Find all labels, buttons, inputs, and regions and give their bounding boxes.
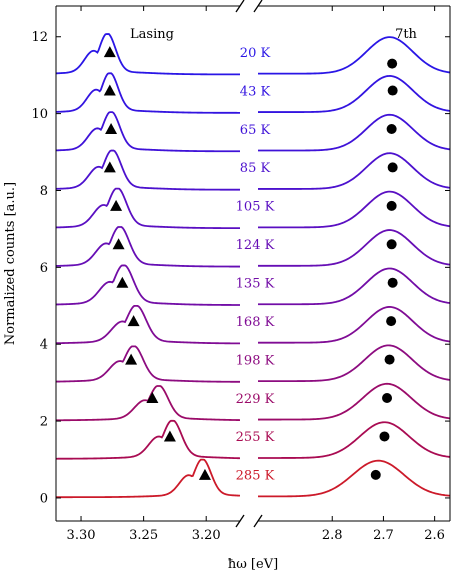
- series-lasing-line-11: [56, 458, 241, 499]
- 7th-peak-marker-0: [387, 58, 398, 69]
- 7th-peak-marker-3: [387, 162, 398, 173]
- temperature-label-7: 168 K: [236, 315, 275, 330]
- lasing-peak-marker-8: [125, 353, 138, 365]
- 7th-peak-marker-9: [382, 393, 393, 404]
- 7th-peak-marker-8: [384, 354, 395, 365]
- 7th-peak-marker-5: [386, 239, 397, 250]
- annotation-7th: 7th: [395, 27, 417, 42]
- lasing-peak-marker-0: [103, 46, 116, 58]
- series-lasing-line-2: [55, 111, 240, 153]
- series-lasing-line-6: [55, 264, 241, 306]
- 7th-peak-marker-6: [387, 277, 398, 288]
- temperature-label-9: 229 K: [236, 392, 275, 407]
- lasing-peak-marker-6: [116, 276, 129, 288]
- axis-break-mark-1: [235, 514, 245, 528]
- series-lasing-line-10: [56, 419, 241, 460]
- lasing-peak-marker-1: [103, 84, 116, 96]
- temperature-label-3: 85 K: [240, 161, 271, 176]
- axis-break-mark-3: [253, 514, 263, 528]
- axis-break-mark-0: [235, 0, 245, 13]
- series-7th-line-5: [258, 229, 451, 267]
- axes: 0 2 4 6 8 10 12 3.30 3.25 3.20 2.8 2.7 2.6: [31, 0, 451, 543]
- x-tick-label-1-2: 2.6: [424, 528, 445, 543]
- series-lasing-line-5: [55, 226, 240, 268]
- series-lasing-line-7: [55, 305, 241, 345]
- series-lasing-line-0: [55, 33, 241, 76]
- series-lasing-line-1: [55, 72, 240, 114]
- temperature-label-2: 65 K: [240, 123, 271, 138]
- 7th-peak-marker-7: [386, 316, 397, 327]
- lasing-peak-marker-4: [110, 199, 123, 211]
- plot-area: 20 K 43 K 65 K 85 K 105 K 124 K 135 K 168 K 198 …: [55, 33, 451, 499]
- y-tick-label-3: 6: [40, 261, 48, 276]
- x-axis-label: ħω [eV]: [228, 557, 278, 572]
- series-7th-line-10: [258, 421, 451, 459]
- series-lasing-line-9: [56, 385, 241, 422]
- series-lasing-line-8: [55, 345, 240, 383]
- series-7th-line-4: [258, 190, 451, 229]
- 7th-peak-marker-11: [370, 469, 381, 480]
- x-tick-label-1-0: 2.8: [322, 528, 343, 543]
- x-tick-label-0-0: 3.30: [67, 528, 96, 543]
- series-lasing-line-3: [55, 149, 240, 191]
- 7th-peak-marker-10: [379, 431, 390, 442]
- y-tick-label-4: 8: [40, 184, 48, 199]
- x-tick-label-1-1: 2.7: [373, 528, 394, 543]
- x-tick-label-0-1: 3.25: [129, 528, 158, 543]
- temperature-label-4: 105 K: [236, 200, 275, 215]
- series-7th-line-9: [258, 382, 451, 421]
- 7th-peak-marker-1: [387, 85, 398, 96]
- lasing-peak-marker-7: [127, 315, 140, 327]
- temperature-label-11: 285 K: [236, 469, 275, 484]
- temperature-label-8: 198 K: [236, 353, 275, 368]
- 7th-peak-marker-4: [386, 200, 397, 211]
- y-tick-label-2: 4: [40, 338, 48, 353]
- series-7th-line-1: [258, 75, 451, 113]
- y-tick-label-6: 12: [31, 30, 48, 45]
- series-7th-line-8: [258, 344, 451, 382]
- lasing-peak-marker-2: [105, 122, 118, 134]
- series-lasing-line-4: [55, 187, 240, 230]
- temperature-label-0: 20 K: [240, 46, 271, 61]
- lasing-peak-marker-11: [198, 468, 211, 480]
- series-7th-line-6: [258, 267, 451, 306]
- temperature-label-5: 124 K: [236, 238, 275, 253]
- lasing-peak-marker-5: [112, 238, 125, 250]
- temperature-label-10: 255 K: [236, 430, 275, 445]
- axis-break-mark-2: [253, 0, 263, 13]
- lasing-peak-marker-3: [103, 161, 116, 173]
- series-7th-line-7: [258, 306, 451, 344]
- temperature-label-1: 43 K: [240, 84, 271, 99]
- y-tick-label-0: 0: [40, 491, 48, 506]
- 7th-peak-marker-2: [386, 123, 397, 134]
- series-7th-line-3: [258, 152, 451, 190]
- lasing-peak-marker-9: [146, 392, 159, 404]
- y-tick-label-5: 10: [31, 107, 48, 122]
- lasing-peak-marker-10: [163, 430, 176, 442]
- series-7th-line-11: [258, 459, 451, 498]
- x-tick-label-0-2: 3.20: [192, 528, 221, 543]
- series-7th-line-0: [258, 36, 451, 75]
- series-7th-line-2: [258, 113, 451, 152]
- annotation-lasing: Lasing: [130, 27, 174, 42]
- y-tick-label-1: 2: [40, 415, 48, 430]
- y-axis-label: Normalized counts [a.u.]: [3, 182, 18, 345]
- temperature-label-6: 135 K: [236, 276, 275, 291]
